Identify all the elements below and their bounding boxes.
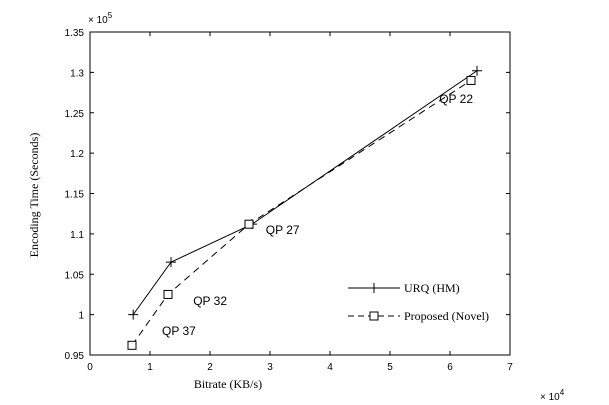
data-point-proposed — [163, 289, 173, 299]
plot-frame — [89, 31, 511, 356]
y-tick-label: 1 — [78, 311, 84, 322]
y-tick-label: 1.05 — [65, 270, 85, 281]
y-tick-label: 1.15 — [65, 190, 85, 201]
series-line-proposed — [131, 80, 472, 346]
x-tick-label: 5 — [387, 362, 393, 373]
legend-marker-square — [369, 311, 379, 321]
annotation-qp-32: QP 32 — [193, 294, 227, 308]
y-tick-label: 0.95 — [65, 351, 85, 362]
annotations: QP 22 QP 27 QP 32 QP 37 — [162, 92, 473, 338]
annotation-qp-27: QP 27 — [266, 223, 300, 237]
y-multiplier: × 105 — [88, 11, 113, 26]
y-tick-label: 1.3 — [70, 68, 84, 79]
data-point-proposed — [466, 75, 476, 85]
annotation-qp-22: QP 22 — [439, 92, 473, 106]
tick-marks: 0 1 2 3 4 5 6 7 0.95 1 1.05 1.1 1.15 1.2 1.25 1.3 1.35 — [65, 28, 514, 373]
legend-entry-urq: URQ (HM) — [348, 281, 460, 295]
legend-entry-proposed: Proposed (Novel) — [348, 309, 489, 323]
x-tick-label: 7 — [507, 362, 513, 373]
y-tick-label: 1.1 — [70, 230, 84, 241]
x-multiplier: × 104 — [540, 388, 565, 403]
data-point-urq — [128, 309, 139, 320]
y-tick-label: 1.35 — [65, 28, 85, 39]
x-tick-label: 2 — [207, 362, 213, 373]
legend-label-urq: URQ (HM) — [404, 281, 460, 295]
axes — [89, 31, 511, 356]
y-tick-label: 1.2 — [70, 149, 84, 160]
x-tick-label: 3 — [267, 362, 273, 373]
y-tick-label: 1.25 — [65, 109, 85, 120]
x-axis-label: Bitrate (KB/s) — [194, 377, 262, 391]
x-tick-label: 0 — [87, 362, 93, 373]
legend-label-proposed: Proposed (Novel) — [404, 309, 489, 323]
data-point-urq — [166, 257, 176, 268]
legend: URQ (HM) Proposed (Novel) — [348, 281, 489, 323]
data-point-proposed — [244, 219, 254, 229]
series-line-urq — [132, 70, 478, 315]
series-layer — [127, 65, 482, 350]
legend-marker-plus — [369, 283, 379, 293]
x-tick-label: 1 — [147, 362, 153, 373]
x-tick-label: 6 — [447, 362, 453, 373]
x-tick-label: 4 — [327, 362, 333, 373]
y-axis-label: Encoding Time (Seconds) — [27, 133, 41, 258]
data-point-proposed — [127, 340, 137, 350]
data-point-urq — [472, 65, 482, 76]
annotation-qp-37: QP 37 — [162, 324, 196, 338]
